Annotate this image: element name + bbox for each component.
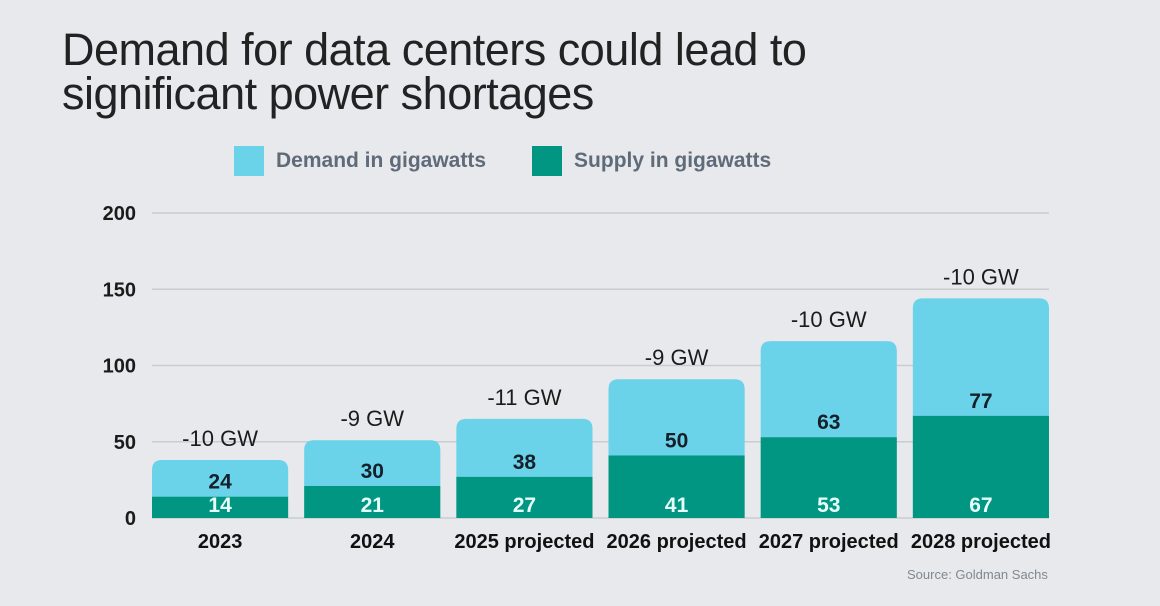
gap-annotation: -9 GW [340, 406, 404, 431]
bar-supply [760, 437, 897, 518]
bar-demand [152, 460, 289, 497]
supply-value-label: 14 [208, 494, 232, 517]
gap-annotation: -11 GW [487, 385, 561, 410]
legend-swatch-demand [234, 146, 264, 176]
bar-supply [456, 476, 593, 518]
legend-item-supply: Supply in gigawatts [532, 146, 771, 176]
x-category-label: 2025 projected [454, 531, 594, 553]
legend-label-demand: Demand in gigawatts [276, 149, 487, 172]
legend-label-supply: Supply in gigawatts [574, 149, 772, 172]
bar-supply [608, 455, 745, 518]
legend: Demand in gigawatts Supply in gigawatts [234, 146, 817, 176]
y-tick-label: 200 [103, 203, 136, 225]
demand-value-label: 63 [817, 411, 840, 434]
supply-value-label: 21 [361, 494, 385, 517]
demand-value-label: 38 [513, 451, 537, 474]
y-tick-label: 0 [125, 508, 136, 530]
bar-supply [912, 415, 1049, 518]
supply-value-label: 53 [817, 494, 840, 517]
gap-annotation: -10 GW [182, 426, 258, 451]
x-category-label: 2023 [198, 531, 243, 553]
y-tick-label: 100 [103, 356, 136, 378]
legend-item-demand: Demand in gigawatts [234, 146, 486, 176]
demand-value-label: 50 [665, 429, 688, 452]
bar-demand [608, 379, 745, 456]
legend-swatch-supply [532, 146, 563, 176]
bar-demand [912, 298, 1049, 416]
bar-supply [304, 485, 441, 518]
supply-value-label: 27 [513, 494, 536, 517]
bar-demand [456, 418, 593, 477]
y-tick-label: 50 [114, 432, 136, 454]
x-category-label: 2027 projected [759, 531, 899, 553]
y-tick-label: 150 [103, 279, 136, 301]
bar-demand [760, 341, 897, 438]
supply-value-label: 67 [969, 494, 992, 517]
demand-value-label: 77 [969, 390, 992, 413]
supply-value-label: 41 [665, 494, 689, 517]
bar-supply [152, 496, 289, 518]
gap-annotation: -9 GW [645, 345, 709, 370]
demand-value-label: 24 [208, 471, 232, 494]
gap-annotation: -10 GW [791, 307, 867, 332]
gap-annotation: -10 GW [943, 264, 1019, 289]
x-category-label: 2024 [350, 531, 395, 553]
demand-value-label: 30 [361, 460, 384, 483]
x-category-label: 2026 projected [607, 531, 747, 553]
x-category-label: 2028 projected [911, 531, 1051, 553]
chart-title: Demand for data centers could lead to si… [62, 24, 807, 119]
bar-demand [304, 440, 441, 486]
source-note: Source: Goldman Sachs [907, 567, 1048, 582]
